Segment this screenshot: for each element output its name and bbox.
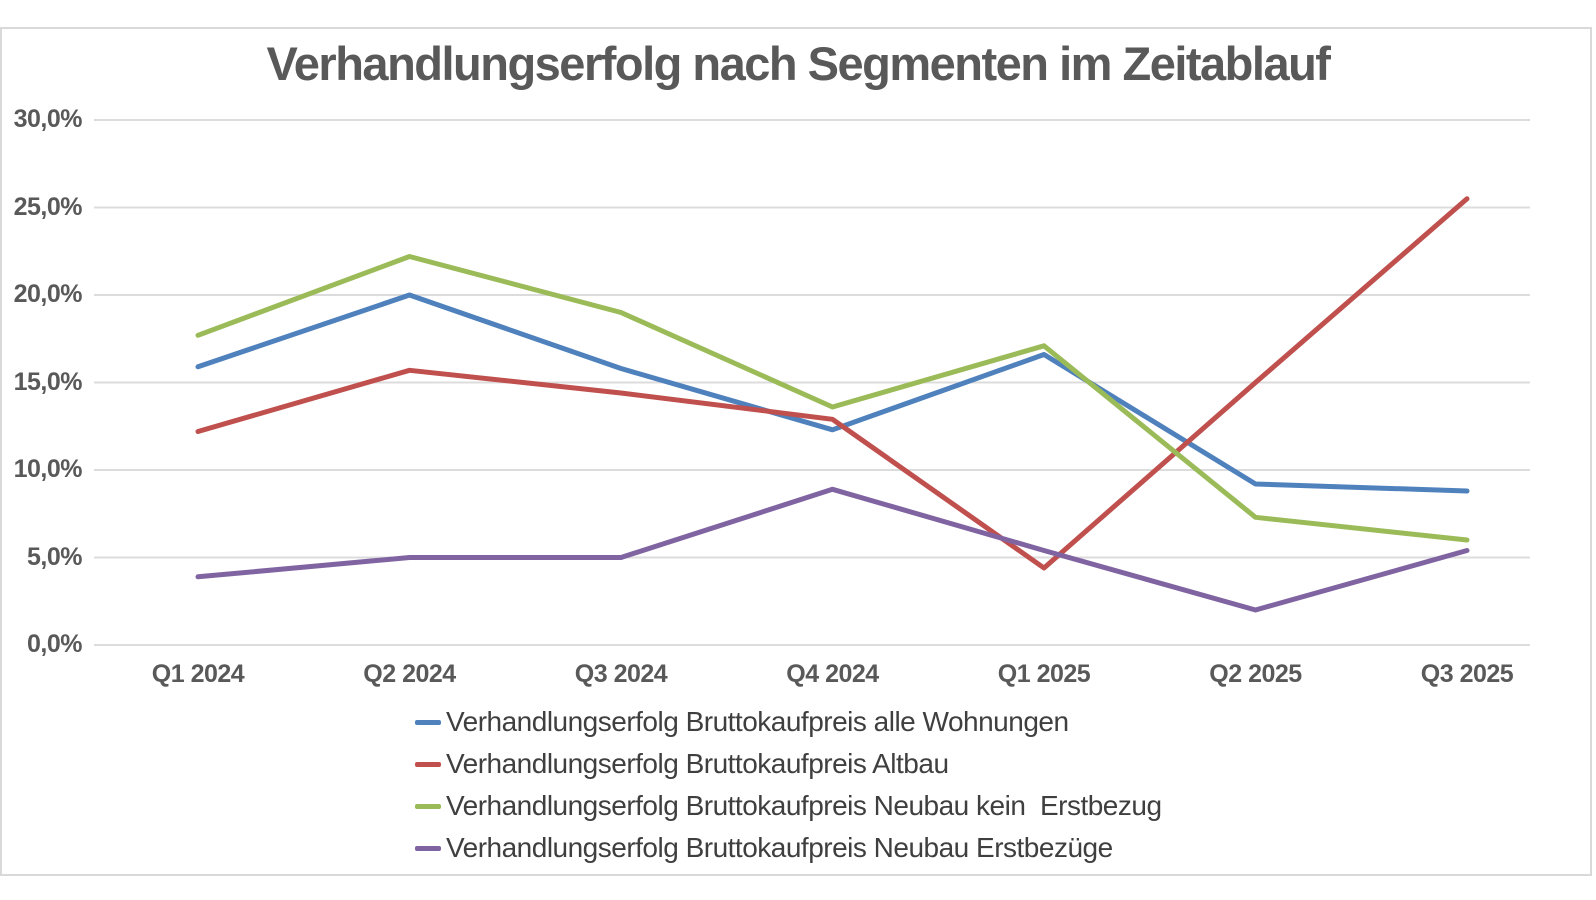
legend-item: Verhandlungserfolg Bruttokaufpreis Altba… [415, 743, 1162, 785]
series-lines [195, 196, 1470, 613]
legend-line-swatch-icon [415, 719, 441, 725]
gridlines [94, 119, 1530, 646]
x-tick-label: Q1 2025 [997, 660, 1091, 688]
legend-line-swatch-icon [415, 803, 441, 809]
legend-item: Verhandlungserfolg Bruttokaufpreis Neuba… [415, 827, 1162, 869]
chart-legend: Verhandlungserfolg Bruttokaufpreis alle … [415, 701, 1162, 869]
legend-line-swatch-icon [415, 845, 441, 851]
legend-line-swatch-icon [415, 761, 441, 767]
series-line [195, 196, 1470, 571]
y-tick-label: 25,0% [13, 192, 83, 221]
legend-label: Verhandlungserfolg Bruttokaufpreis Neuba… [446, 832, 1113, 863]
legend-item: Verhandlungserfolg Bruttokaufpreis Neuba… [415, 785, 1162, 827]
y-tick-label: 15,0% [13, 367, 83, 396]
x-tick-label: Q2 2025 [1209, 660, 1302, 688]
x-tick-label: Q1 2024 [151, 660, 245, 688]
series-line [195, 292, 1470, 494]
legend-label: Verhandlungserfolg Bruttokaufpreis Neuba… [446, 790, 1162, 821]
legend-item: Verhandlungserfolg Bruttokaufpreis alle … [415, 701, 1162, 743]
series-line [195, 486, 1470, 613]
chart-title: Verhandlungserfolg nach Segmenten im Zei… [266, 37, 1331, 90]
legend-label: Verhandlungserfolg Bruttokaufpreis Altba… [446, 748, 949, 779]
y-tick-label: 10,0% [13, 455, 83, 483]
x-tick-label: Q2 2024 [363, 660, 456, 688]
series-line [195, 254, 1470, 543]
x-tick-label: Q3 2025 [1420, 660, 1514, 688]
y-tick-label: 0,0% [27, 630, 82, 658]
x-tick-label: Q4 2024 [786, 660, 879, 688]
y-tick-label: 20,0% [13, 280, 83, 308]
y-tick-label: 5,0% [27, 542, 82, 571]
x-tick-label: Q3 2024 [574, 660, 668, 688]
chart-panel [0, 27, 1592, 876]
legend-label: Verhandlungserfolg Bruttokaufpreis alle … [446, 706, 1069, 737]
y-tick-label: 30,0% [13, 105, 83, 133]
